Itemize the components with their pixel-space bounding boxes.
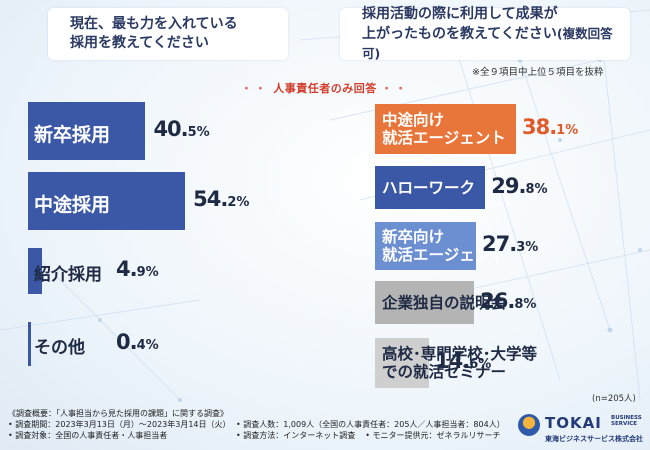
right-bar-value-2: 29.8% (491, 173, 548, 198)
left-bar-value-4: 0.4% (116, 330, 159, 354)
left-bar-value-3: 4.9% (116, 257, 159, 281)
left-bar-3 (28, 248, 43, 294)
logo-name: TOKAI (545, 414, 602, 432)
right-bar-label-3: 新卒向け 就活エージェント (382, 228, 506, 264)
right-chart-note: ※全９項目中上位５項目を抜粋 (472, 67, 604, 78)
right-bar-label-2: ハローワーク (382, 178, 476, 197)
logo-company-name: 東海ビジネスサービス株式会社 (545, 435, 643, 443)
respondent-label: ・・ 人事責任者のみ回答 ・・ (0, 80, 650, 96)
question-left-line1: 現在、最も力を入れている (70, 16, 238, 32)
logo-mark-icon (518, 414, 540, 436)
right-bar-label-4: 企業独自の説明会 (382, 293, 507, 312)
question-left-line2: 採用を教えてください (70, 35, 209, 51)
question-left-box: 現在、最も力を入れている 採用を教えてください (48, 8, 288, 60)
left-bar-2 (28, 172, 186, 230)
sample-size-note: (n=205人) (592, 394, 636, 404)
survey-footer: 《調査概要：「人事担当から見た採用の課題」に関する調査》 • 調査期間：2023… (8, 408, 505, 441)
left-bar-value-1: 40.5% (153, 117, 210, 141)
right-bar-value-5: 14.6% (435, 349, 492, 373)
left-bar-label-1: 新卒採用 (34, 124, 111, 146)
footer-method: • 調査方法：インターネット調査 (236, 431, 356, 440)
right-bar-label-1: 中途向け 就活エージェント (382, 111, 506, 147)
right-bar-value-1: 38.1% (521, 115, 579, 139)
right-bar-5 (375, 338, 430, 388)
right-bar-2 (375, 166, 486, 209)
right-bar-value-3: 27.3% (482, 232, 539, 256)
question-right-line1: 採用活動の際に利用して成果が (362, 5, 558, 22)
left-bar-label-2: 中途採用 (34, 194, 111, 216)
right-bar-value-4: 26.8% (480, 288, 537, 313)
right-bar-3 (375, 222, 476, 270)
footer-target: • 調査対象：全国の人事責任者・人事担当者 (8, 431, 168, 440)
company-logo: TOKAI BUSINESS SERVICE 東海ビジネスサービス株式会社 (518, 414, 646, 444)
left-bar-label-3: 紹介採用 (34, 265, 102, 285)
logo-tagline: BUSINESS SERVICE (611, 415, 642, 427)
left-bar-value-2: 54.2% (193, 187, 250, 211)
right-bar-label-5: 高校･専門学校･大学等 での就活セミナー (382, 345, 538, 381)
right-bar-4 (375, 281, 475, 324)
left-bar-4 (28, 322, 31, 366)
footer-title: 《調査概要：「人事担当から見た採用の課題」に関する調査》 (8, 409, 228, 418)
footer-monitor: • モニター提供元：ゼネラルリサーチ (365, 431, 501, 440)
respondent-label-text: 人事責任者のみ回答 (273, 82, 377, 95)
footer-count: • 調査人数：1,009人（全国の人事責任者：205人／人事担当者：804人） (236, 420, 505, 429)
footer-period: • 調査期間：2023年3月13日（月）～2023年3月14日（火） (8, 420, 231, 429)
left-bar-1 (28, 102, 146, 160)
question-right-suffix: (複数回答可) (362, 25, 613, 61)
left-bar-label-4: その他 (34, 338, 85, 358)
respondent-dots-left: ・・ (240, 82, 269, 95)
question-right-line2: 上がったものを教えてください (362, 25, 557, 42)
right-bar-1 (375, 104, 516, 154)
logo-tag1: BUSINESS (611, 415, 642, 421)
question-right-box: 採用活動の際に利用して成果が 上がったものを教えてください(複数回答可) (340, 5, 630, 61)
logo-tag2: SERVICE (611, 421, 638, 427)
respondent-dots-right: ・・ (381, 82, 410, 95)
